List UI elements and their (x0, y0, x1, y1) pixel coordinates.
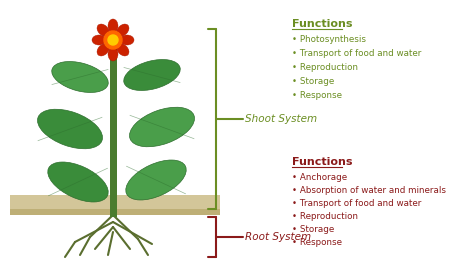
Text: Functions: Functions (292, 19, 353, 29)
Ellipse shape (126, 160, 186, 200)
Text: • Transport of food and water: • Transport of food and water (292, 199, 421, 208)
Ellipse shape (117, 44, 129, 56)
Text: • Response: • Response (292, 238, 342, 247)
Bar (110, 42, 117, 217)
Text: • Photosynthesis: • Photosynthesis (292, 35, 366, 44)
Ellipse shape (92, 35, 106, 45)
Text: • Transport of food and water: • Transport of food and water (292, 49, 421, 58)
Text: • Reproduction: • Reproduction (292, 212, 358, 221)
Text: • Storage: • Storage (292, 77, 334, 86)
Text: • Response: • Response (292, 91, 342, 100)
Circle shape (108, 35, 118, 45)
Circle shape (104, 31, 122, 49)
Text: Root System: Root System (245, 232, 311, 242)
Ellipse shape (37, 109, 102, 149)
Text: • Absorption of water and minerals: • Absorption of water and minerals (292, 186, 446, 195)
Text: Shoot System: Shoot System (245, 114, 317, 124)
Ellipse shape (124, 60, 180, 91)
Ellipse shape (108, 47, 118, 61)
Text: • Anchorage: • Anchorage (292, 173, 347, 182)
Ellipse shape (129, 107, 194, 147)
Ellipse shape (97, 24, 109, 36)
Text: Functions: Functions (292, 157, 353, 167)
Ellipse shape (48, 162, 108, 202)
Bar (10, 209, 220, 215)
Ellipse shape (120, 35, 134, 45)
Text: • Reproduction: • Reproduction (292, 63, 358, 72)
Ellipse shape (108, 19, 118, 33)
Bar (10, 195, 220, 215)
Ellipse shape (117, 24, 129, 36)
Ellipse shape (97, 44, 109, 56)
Ellipse shape (52, 61, 108, 93)
Text: • Storage: • Storage (292, 225, 334, 234)
